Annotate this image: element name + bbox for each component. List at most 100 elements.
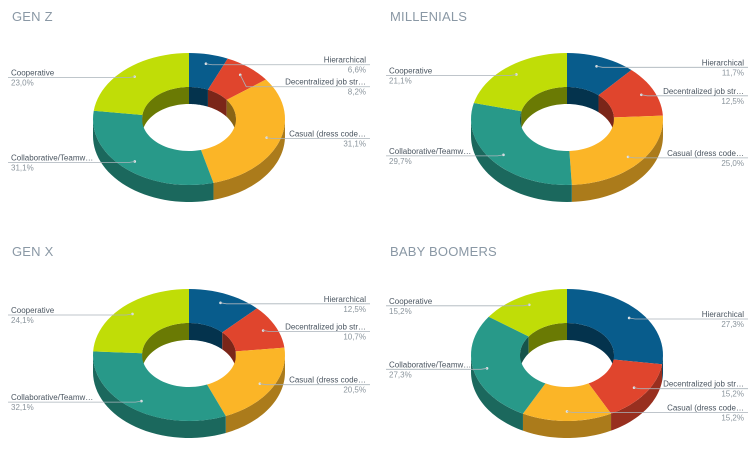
donut-slice <box>588 359 663 414</box>
slice-label: Decentralized job str… <box>285 323 366 332</box>
slice-value-label: 11,7% <box>722 68 744 77</box>
leader-line <box>259 383 370 386</box>
slice-value-label: 15,2% <box>389 307 412 316</box>
slice-value-label: 21,1% <box>389 76 412 85</box>
slice-value-label: 15,2% <box>721 413 744 422</box>
donut-slice <box>598 70 663 118</box>
leader-line <box>8 76 135 79</box>
leader-line <box>386 154 504 157</box>
leader-dot <box>595 64 598 68</box>
donut-slice <box>567 289 663 365</box>
slice-label: Casual (dress code… <box>289 130 366 139</box>
slice-label: Collaborative/Teamw… <box>389 360 471 369</box>
donut-inner-wall <box>222 332 236 369</box>
leader-dot <box>515 73 518 76</box>
slice-label: Hierarchical <box>702 310 744 319</box>
donut-inner-wall <box>521 87 567 129</box>
donut-slice <box>222 308 285 352</box>
leader-line <box>8 313 133 316</box>
slice-label: Collaborative/Teamw… <box>11 153 93 162</box>
slice-label: Decentralized job str… <box>663 380 744 389</box>
donut-outer-wall <box>611 364 663 431</box>
slice-value-label: 29,7% <box>389 157 412 166</box>
donut-slice <box>569 115 663 185</box>
slice-label: Collaborative/Teamw… <box>11 393 93 402</box>
donut-hole-wall <box>520 323 614 372</box>
slice-label: Casual (dress code… <box>289 376 366 385</box>
leader-line <box>627 156 748 159</box>
donut-inner-wall <box>207 89 227 117</box>
donut-side-wall <box>471 355 663 438</box>
donut-inner-wall <box>142 87 189 132</box>
donut-slice <box>189 289 257 333</box>
leader-line <box>220 302 370 305</box>
donut-outer-wall <box>662 355 663 382</box>
donut-slice <box>471 102 572 185</box>
donut-outer-wall <box>93 119 214 202</box>
slice-value-label: 27,3% <box>721 320 744 329</box>
donut-outer-wall <box>471 355 523 431</box>
slice-value-label: 23,0% <box>11 79 34 88</box>
slice-value-label: 12,5% <box>721 97 744 106</box>
donut-slice <box>93 110 214 185</box>
leader-line <box>386 74 517 76</box>
leader-line <box>386 367 488 370</box>
donut-slice <box>93 351 226 421</box>
donut-slice <box>189 53 228 90</box>
slice-label: Cooperative <box>11 306 55 315</box>
leader-line <box>239 74 370 88</box>
slice-value-label: 27,3% <box>389 370 412 379</box>
leader-line <box>634 387 748 390</box>
slice-value-label: 10,7% <box>343 333 366 342</box>
chart-title: GEN X <box>12 244 54 259</box>
leader-line <box>266 137 370 140</box>
slice-value-label: 12,5% <box>343 305 366 314</box>
donut-inner-wall <box>226 99 236 136</box>
donut-slice <box>473 53 567 112</box>
slice-label: Cooperative <box>11 69 55 78</box>
donut-outer-wall <box>571 119 663 202</box>
slice-label: Casual (dress code… <box>667 403 744 412</box>
slice-label: Hierarchical <box>324 56 366 65</box>
donut-outer-wall <box>225 355 285 433</box>
donut-inner-wall <box>567 87 599 113</box>
donut-slice <box>522 383 612 421</box>
donut-inner-wall <box>189 323 223 350</box>
donut-slice <box>567 53 632 96</box>
donut-inner-wall <box>520 336 529 372</box>
slice-value-label: 8,2% <box>348 88 366 97</box>
slice-value-label: 6,6% <box>348 66 366 75</box>
slice-label: Hierarchical <box>324 295 366 304</box>
chart-title: BABY BOOMERS <box>390 244 497 259</box>
leader-line <box>629 317 748 320</box>
slice-label: Hierarchical <box>702 58 744 67</box>
chart-title: GEN Z <box>12 9 53 24</box>
donut-slice <box>93 53 189 115</box>
slice-label: Collaborative/Teamw… <box>389 147 471 156</box>
chart-title: MILLENIALS <box>390 9 467 24</box>
slice-label: Cooperative <box>389 66 433 75</box>
slice-value-label: 25,0% <box>721 159 744 168</box>
donut-hole-wall <box>142 323 236 372</box>
donut-inner-wall <box>189 87 208 107</box>
slice-value-label: 24,1% <box>11 316 34 325</box>
donut-outer-wall <box>471 119 572 202</box>
donut-slice <box>207 347 285 416</box>
leader-line <box>566 411 748 413</box>
donut-outer-wall <box>213 119 285 200</box>
leader-line <box>8 400 142 403</box>
donut-side-wall <box>471 119 663 202</box>
slice-value-label: 31,1% <box>343 140 366 149</box>
donut-slice <box>471 316 546 414</box>
donut-slice <box>200 79 285 183</box>
slice-value-label: 32,1% <box>11 403 34 412</box>
donut-inner-wall <box>528 323 567 354</box>
donut-slice <box>93 289 189 354</box>
donut-outer-wall <box>522 413 612 438</box>
slice-label: Cooperative <box>389 297 433 306</box>
slice-value-label: 15,2% <box>721 390 744 399</box>
